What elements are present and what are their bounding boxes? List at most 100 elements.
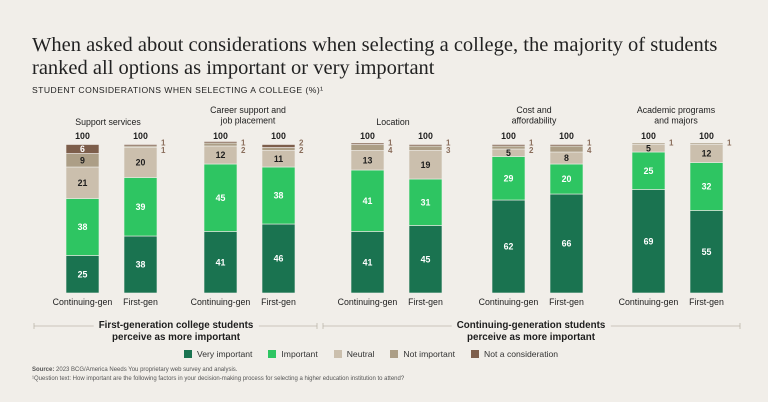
bar-segment-not-important [203,142,238,147]
bar-segment-important [203,163,238,232]
data-label: 6 [80,144,85,154]
data-label-outside: 2 [299,139,304,148]
data-label: 25 [78,269,88,279]
bar-segment-not-a-consideration [549,144,584,147]
legend-swatch-important [268,350,277,358]
bar-segment-very-important [261,223,296,294]
footnote: ¹Question text: How important are the fo… [32,375,405,382]
group-note-backdrop [451,319,611,332]
bar-segment-not-important [549,145,584,153]
bar-segment-important [689,162,724,211]
bar-segment-not-important [408,145,443,151]
legend-label-not-important: Not important [403,349,456,359]
data-label: 38 [136,260,146,270]
bar-segment-very-important [123,235,158,294]
legend-item-very-important: Very important [184,349,252,359]
data-label: 69 [644,236,654,246]
legend-label-neutral: Neutral [346,349,375,359]
category-label: Academic programs [637,105,716,115]
data-label: 9 [80,155,85,165]
data-label: 11 [274,154,283,164]
group-note-line2: perceive as more important [467,332,596,343]
bar-category-label: Continuing-gen [53,297,113,307]
data-label-outside: 3 [446,146,451,155]
data-label: 66 [562,239,572,249]
category-label: and majors [654,116,698,126]
data-label: 8 [564,153,569,163]
legend-item-not-important: Not important [390,349,455,359]
bar-category-label: First-gen [123,297,158,307]
bar-segment-very-important [203,231,238,294]
data-label: 25 [644,166,654,176]
bar-segment-very-important [631,189,666,294]
data-label: 41 [216,257,226,267]
bar-segment-important [123,177,158,237]
bar-total-label: 100 [213,131,228,141]
bar-segment-neutral [65,166,100,199]
legend-swatch-very-important [184,350,192,358]
bar-segment-not-a-consideration [350,142,385,145]
bar-segment-very-important [65,255,100,294]
bar-total-label: 100 [559,131,574,141]
bar-segment-important [261,166,296,225]
bar-category-label: Continuing-gen [191,297,251,307]
category-label: Location [376,117,409,127]
bar-segment-very-important [491,199,526,294]
group-note-line1: First-generation college students [99,320,254,331]
bar-segment-not-important [261,147,296,151]
bar-segment-very-important [549,193,584,294]
legend-item-neutral: Neutral [333,349,375,359]
category-label: job placement [220,116,276,126]
legend-swatch-not-important [390,350,399,358]
group-note-backdrop [93,319,259,332]
legend-item-not-a-consideration: Not a consideration [471,349,558,359]
bar-total-label: 100 [418,131,433,141]
data-label: 19 [421,160,431,170]
legend-label-important: Important [281,349,318,359]
source-label: Source: [32,367,55,373]
data-label: 46 [274,254,284,264]
category-label: Career support and [210,105,286,115]
data-label: 21 [78,178,88,188]
bar-segment-not-important [491,145,526,150]
legend-label-very-important: Very important [197,349,253,359]
group-note-line2: perceive as more important [112,332,241,343]
data-label-outside: 1 [727,139,732,148]
data-label-outside: 4 [388,146,393,155]
bar-segment-important [408,178,443,226]
chart-subtitle: STUDENT CONSIDERATIONS WHEN SELECTING A … [32,85,324,95]
data-label: 62 [504,242,514,252]
bar-category-label: First-gen [689,297,724,307]
data-label: 12 [216,150,226,160]
bar-total-label: 100 [699,131,714,141]
bar-total-label: 100 [271,131,286,141]
data-label: 38 [78,222,88,232]
data-label: 29 [504,173,514,183]
bar-segment-not-a-consideration [261,144,296,148]
chart-title: When asked about considerations when sel… [32,34,718,79]
category-label: Support services [75,117,141,127]
bar-category-label: Continuing-gen [619,297,679,307]
data-label-outside: 2 [299,146,304,155]
data-label-outside: 2 [529,146,534,155]
data-label: 31 [421,197,431,207]
data-label: 39 [136,202,146,212]
legend: Very important Important Neutral Not imp… [184,349,558,359]
data-label: 13 [363,155,373,165]
bar-segment-important [491,156,526,201]
bar-category-label: First-gen [408,297,443,307]
data-label: 32 [702,182,712,192]
data-label: 55 [702,247,712,257]
bar-total-label: 100 [641,131,656,141]
data-label-outside: 1 [446,139,451,148]
data-label: 45 [216,193,226,203]
legend-swatch-neutral [333,350,342,358]
group-note-line1: Continuing-generation students [457,320,606,331]
data-label: 20 [562,174,572,184]
legend-swatch-not-a-consideration [471,350,480,358]
data-label-outside: 1 [241,139,246,148]
bar-segment-not-a-consideration [123,144,158,147]
data-label: 5 [506,148,511,158]
bar-segment-important [350,169,385,232]
